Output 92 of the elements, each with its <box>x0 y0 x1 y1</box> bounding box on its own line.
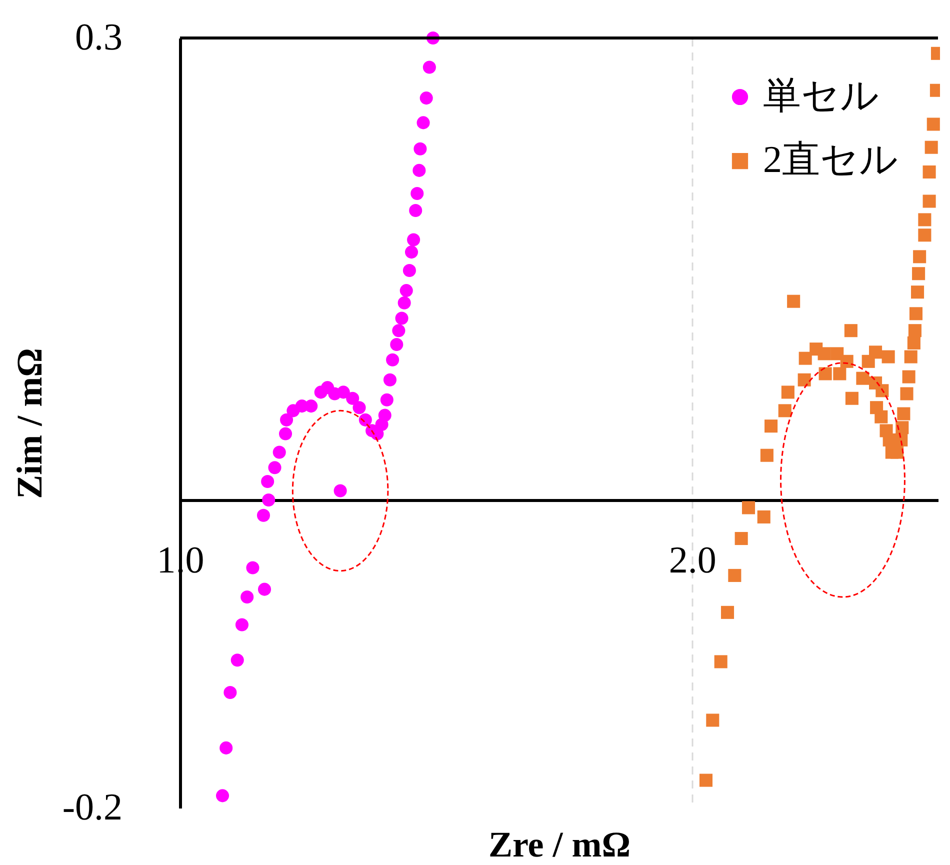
point <box>720 606 734 619</box>
point <box>845 392 858 405</box>
point <box>334 484 347 498</box>
point <box>926 118 940 131</box>
point <box>882 350 895 364</box>
point <box>897 407 910 420</box>
point <box>304 400 318 413</box>
point <box>757 510 770 524</box>
point <box>818 367 832 380</box>
point <box>714 655 728 668</box>
legend-label: 2直セル <box>763 139 898 181</box>
point <box>336 386 350 399</box>
point <box>798 373 811 386</box>
point <box>781 386 794 399</box>
point <box>280 413 294 426</box>
point <box>224 686 237 700</box>
point <box>844 324 858 338</box>
point <box>258 582 272 596</box>
point <box>390 338 404 351</box>
point <box>908 324 922 338</box>
point <box>230 654 244 667</box>
point <box>904 350 918 364</box>
point <box>407 233 420 246</box>
x-axis-title: Zre / mΩ <box>488 824 631 864</box>
point <box>840 354 854 368</box>
point <box>220 741 233 754</box>
point <box>358 413 372 426</box>
point <box>706 714 720 727</box>
point <box>798 352 812 365</box>
point <box>422 60 436 74</box>
point <box>240 590 254 604</box>
point <box>392 324 406 338</box>
point <box>378 408 392 422</box>
point <box>922 194 936 208</box>
point <box>383 373 397 386</box>
point <box>400 284 413 298</box>
point <box>909 307 922 320</box>
point <box>409 204 422 217</box>
x-tick-label: 2.0 <box>668 540 716 582</box>
point <box>414 142 427 156</box>
point <box>918 228 932 242</box>
y-tick-label: -0.2 <box>62 786 122 828</box>
point <box>278 427 292 440</box>
point <box>912 267 926 280</box>
point <box>346 392 360 405</box>
point <box>235 618 248 632</box>
point <box>246 561 260 574</box>
point <box>420 92 433 105</box>
point <box>922 165 936 178</box>
point <box>410 187 424 200</box>
point <box>830 347 844 360</box>
point <box>380 393 394 406</box>
y-axis-title: Zim / mΩ <box>10 348 50 499</box>
point <box>907 336 920 350</box>
point <box>778 404 792 418</box>
point <box>913 250 926 264</box>
y-tick-label: 0.3 <box>75 16 122 58</box>
point <box>272 446 286 459</box>
point <box>216 789 230 802</box>
point <box>261 475 274 488</box>
point <box>398 296 411 310</box>
point <box>728 568 742 582</box>
point <box>868 346 882 359</box>
point <box>902 370 916 384</box>
legend-label: 単セル <box>763 75 879 117</box>
point <box>900 387 914 400</box>
point <box>416 116 430 130</box>
point <box>856 372 870 385</box>
point <box>764 420 778 433</box>
point <box>742 501 756 514</box>
point <box>818 347 831 360</box>
point <box>412 164 426 177</box>
point <box>760 448 774 462</box>
point <box>874 410 888 424</box>
point <box>833 367 846 380</box>
point <box>787 294 800 308</box>
point <box>890 446 904 459</box>
point <box>352 401 366 414</box>
point <box>896 421 909 434</box>
point <box>734 532 748 546</box>
point <box>262 493 276 507</box>
point <box>256 508 270 522</box>
point <box>404 246 418 259</box>
point <box>386 353 400 366</box>
point <box>402 264 416 278</box>
point <box>910 286 924 299</box>
point <box>924 140 938 154</box>
point <box>918 213 932 226</box>
point <box>876 384 889 398</box>
point <box>395 312 408 325</box>
point <box>268 461 282 474</box>
point <box>699 774 713 787</box>
